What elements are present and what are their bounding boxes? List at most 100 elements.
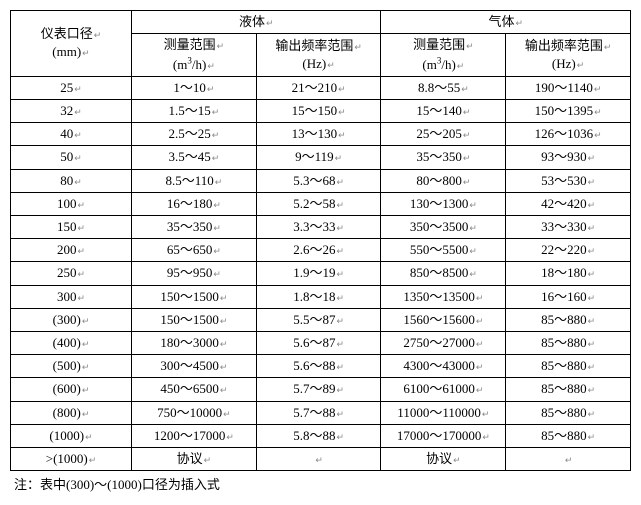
cell: 6100～61000 [381, 378, 506, 401]
cell: 1.9～19 [256, 262, 381, 285]
table-row: 300150～15001.8～181350～1350016～160 [11, 285, 631, 308]
header-gas-freq: 输出频率范围 (Hz) [506, 34, 631, 77]
cell [256, 447, 381, 470]
cell: 3.3～33 [256, 216, 381, 239]
cell: 130～1300 [381, 192, 506, 215]
table-row: (600)450～65005.7～896100～6100085～880 [11, 378, 631, 401]
cell: 22～220 [506, 239, 631, 262]
cell: 450～6500 [132, 378, 257, 401]
table-row: (500)300～45005.6～884300～4300085～880 [11, 355, 631, 378]
cell: 53～530 [506, 169, 631, 192]
cell: 850～8500 [381, 262, 506, 285]
table-row: 402.5～2513～13025～205126～1036 [11, 123, 631, 146]
cell: 15～150 [256, 100, 381, 123]
cell: 250 [11, 262, 132, 285]
table-row: (1000)1200～170005.8～8817000～17000085～880 [11, 424, 631, 447]
cell: 16～160 [506, 285, 631, 308]
header-liquid: 液体 [132, 11, 381, 34]
cell: 150～1500 [132, 308, 257, 331]
table-row: 20065～6502.6～26550～550022～220 [11, 239, 631, 262]
cell: 300～4500 [132, 355, 257, 378]
cell: 5.6～88 [256, 355, 381, 378]
table-row: 808.5～1105.3～6880～80053～530 [11, 169, 631, 192]
cell: 65～650 [132, 239, 257, 262]
cell: 85～880 [506, 401, 631, 424]
cell: 18～180 [506, 262, 631, 285]
header-gas: 气体 [381, 11, 631, 34]
cell: 180～3000 [132, 331, 257, 354]
cell: 32 [11, 100, 132, 123]
cell: 5.3～68 [256, 169, 381, 192]
table-row: 15035～3503.3～33350～350033～330 [11, 216, 631, 239]
header-gas-range: 测量范围 (m3/h) [381, 34, 506, 77]
cell: 50 [11, 146, 132, 169]
cell: 35～350 [381, 146, 506, 169]
cell: 17000～170000 [381, 424, 506, 447]
cell: (1000) [11, 424, 132, 447]
cell: 2.6～26 [256, 239, 381, 262]
cell: 150 [11, 216, 132, 239]
cell: 25～205 [381, 123, 506, 146]
cell: 40 [11, 123, 132, 146]
spec-table: 仪表口径 (mm) 液体 气体 测量范围 (m3/h) 输出频率范围 (Hz) … [10, 10, 631, 471]
cell: 1200～17000 [132, 424, 257, 447]
cell: 协议 [381, 447, 506, 470]
cell: (300) [11, 308, 132, 331]
cell: 1～10 [132, 76, 257, 99]
cell: 190～1140 [506, 76, 631, 99]
cell: 1350～13500 [381, 285, 506, 308]
cell: 2750～27000 [381, 331, 506, 354]
cell: 13～130 [256, 123, 381, 146]
cell: 4300～43000 [381, 355, 506, 378]
cell: 3.5～45 [132, 146, 257, 169]
cell: (400) [11, 331, 132, 354]
cell: 85～880 [506, 424, 631, 447]
cell: 25 [11, 76, 132, 99]
cell: 350～3500 [381, 216, 506, 239]
header-diameter: 仪表口径 (mm) [11, 11, 132, 77]
cell: 5.5～87 [256, 308, 381, 331]
cell: 5.8～88 [256, 424, 381, 447]
cell: 协议 [132, 447, 257, 470]
cell: 35～350 [132, 216, 257, 239]
cell: 5.7～88 [256, 401, 381, 424]
cell: 1.5～15 [132, 100, 257, 123]
cell: 150～1500 [132, 285, 257, 308]
cell: 85～880 [506, 331, 631, 354]
cell: 5.7～89 [256, 378, 381, 401]
cell: 85～880 [506, 308, 631, 331]
cell [506, 447, 631, 470]
cell: 85～880 [506, 355, 631, 378]
cell: 550～5500 [381, 239, 506, 262]
header-liquid-range: 测量范围 (m3/h) [132, 34, 257, 77]
cell: 16～180 [132, 192, 257, 215]
cell: 126～1036 [506, 123, 631, 146]
cell: 100 [11, 192, 132, 215]
cell: 200 [11, 239, 132, 262]
cell: 9～119 [256, 146, 381, 169]
table-row: 10016～1805.2～58130～130042～420 [11, 192, 631, 215]
cell: 8.5～110 [132, 169, 257, 192]
cell: >(1000) [11, 447, 132, 470]
cell: 750～10000 [132, 401, 257, 424]
cell: 80 [11, 169, 132, 192]
cell: (800) [11, 401, 132, 424]
cell: 95～950 [132, 262, 257, 285]
cell: 300 [11, 285, 132, 308]
table-row: 25095～9501.9～19850～850018～180 [11, 262, 631, 285]
cell: 1560～15600 [381, 308, 506, 331]
cell: 33～330 [506, 216, 631, 239]
cell: 85～880 [506, 378, 631, 401]
table-body: 251～1021～2108.8～55190～1140321.5～1515～150… [11, 76, 631, 470]
cell: (600) [11, 378, 132, 401]
table-row: 503.5～459～11935～35093～930 [11, 146, 631, 169]
table-row: 321.5～1515～15015～140150～1395 [11, 100, 631, 123]
table-row: (800)750～100005.7～8811000～11000085～880 [11, 401, 631, 424]
cell: 11000～110000 [381, 401, 506, 424]
cell: 21～210 [256, 76, 381, 99]
cell: 2.5～25 [132, 123, 257, 146]
cell: 8.8～55 [381, 76, 506, 99]
cell: 93～930 [506, 146, 631, 169]
table-row-last: >(1000)协议协议 [11, 447, 631, 470]
footnote: 注：表中(300)～(1000)口径为插入式 [10, 471, 631, 493]
